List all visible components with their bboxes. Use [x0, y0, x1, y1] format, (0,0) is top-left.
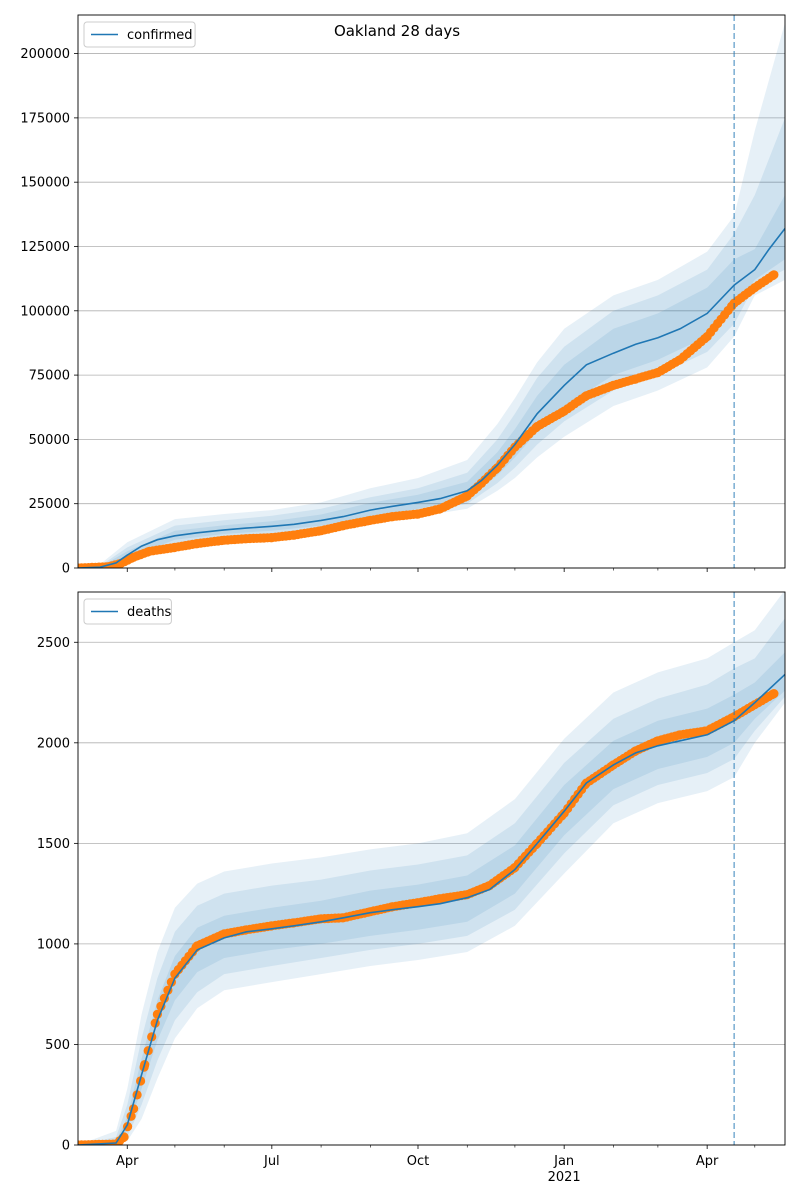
deaths-x-tick-label: Jul [263, 1154, 280, 1169]
deaths-uncertainty-band-outer [78, 592, 785, 1145]
deaths-model-line [78, 673, 785, 1145]
confirmed-y-tick-label: 175000 [20, 111, 70, 126]
confirmed-y-tick-label: 200000 [20, 47, 70, 62]
confirmed-uncertainty-band-outer [78, 22, 785, 568]
deaths-plot-area [78, 592, 785, 1145]
confirmed-uncertainty-band-mid [78, 117, 785, 568]
deaths-uncertainty-band-mid [78, 618, 785, 1145]
deaths-legend-label: deaths [127, 605, 172, 620]
deaths-observed-point [156, 1001, 166, 1011]
confirmed-chart: 0 25000 50000 75000 100000 125000 150000 175000… [20, 14, 786, 577]
deaths-observed-point [769, 689, 779, 699]
deaths-legend: deaths [83, 598, 172, 625]
deaths-y-tick-label: 1500 [37, 837, 70, 852]
deaths-y-tick-label: 0 [62, 1139, 70, 1154]
confirmed-legend-box [83, 21, 196, 48]
confirmed-y-tick-label: 0 [62, 562, 70, 577]
confirmed-observed-point [769, 270, 779, 280]
confirmed-model-line [78, 228, 785, 568]
deaths-y-tick-label: 500 [45, 1038, 70, 1053]
confirmed-y-tick-label: 125000 [20, 240, 70, 255]
deaths-legend-box [83, 598, 172, 625]
confirmed-plot-area [78, 22, 785, 568]
deaths-x-tick-year-label: 2021 [548, 1170, 581, 1185]
deaths-x-tick-label: Jan [553, 1154, 574, 1169]
deaths-axes-frame [77, 591, 786, 1146]
confirmed-axes-frame [77, 14, 786, 569]
deaths-x-tick-label: Apr [116, 1154, 139, 1169]
deaths-y-tick-label: 2000 [37, 736, 70, 751]
confirmed-y-tick-label: 150000 [20, 176, 70, 191]
confirmed-chart-title: Oakland 28 days [334, 22, 460, 40]
confirmed-y-tick-label: 75000 [29, 369, 70, 384]
deaths-y-tick-label: 1000 [37, 937, 70, 952]
confirmed-y-tick-label: 100000 [20, 304, 70, 319]
confirmed-y-tick-label: 25000 [29, 497, 70, 512]
deaths-x-tick-label: Apr [696, 1154, 719, 1169]
confirmed-legend-label: confirmed [127, 28, 193, 43]
deaths-y-tick-label: 2500 [37, 636, 70, 651]
confirmed-uncertainty-band-inner [78, 195, 785, 568]
deaths-x-tick-label: Oct [407, 1154, 429, 1169]
confirmed-legend: confirmed [83, 21, 196, 48]
confirmed-y-tick-label: 50000 [29, 433, 70, 448]
